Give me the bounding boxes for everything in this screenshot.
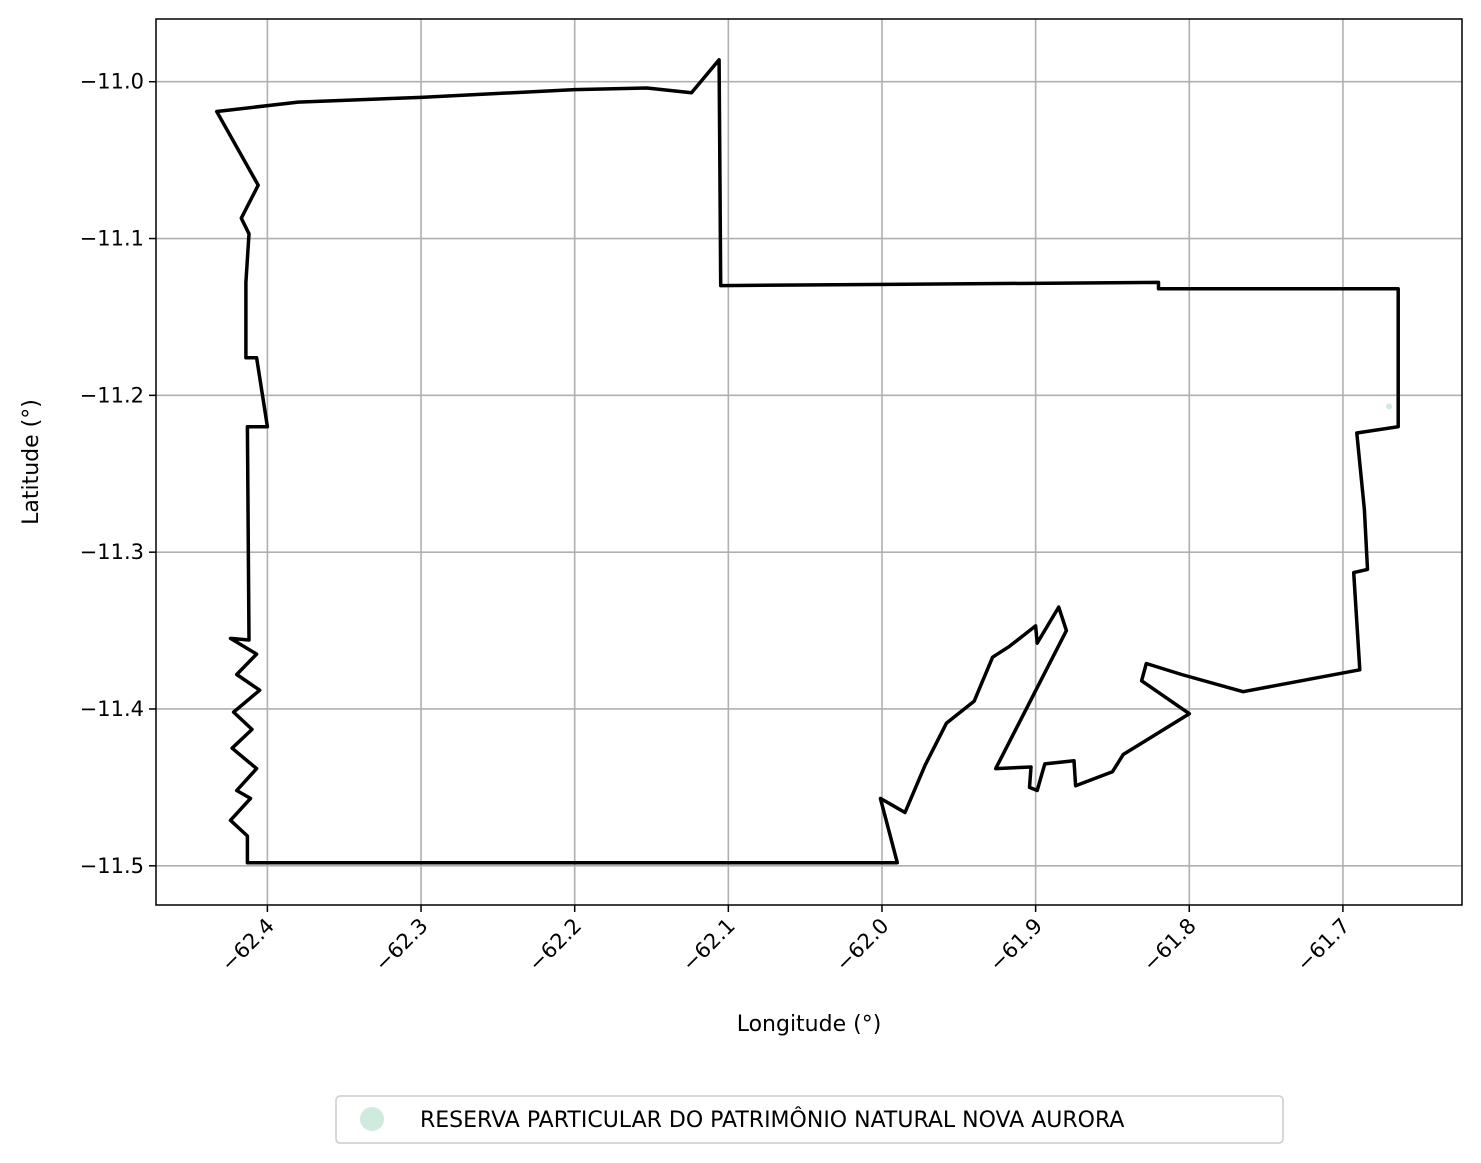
reserve-points [1386,403,1393,410]
grid-lines [156,19,1462,905]
y-tick-label: −11.2 [80,383,144,407]
y-axis-label: Latitude (°) [19,399,44,525]
plot-frame [155,18,1463,906]
legend-box [335,1095,1284,1144]
y-tick-label: −11.3 [80,540,144,564]
x-axis-label: Longitude (°) [737,1012,882,1037]
boundary-outline [214,58,1400,865]
legend-label: RESERVA PARTICULAR DO PATRIMÔNIO NATURAL… [420,1107,1124,1133]
y-tick-label: −11.5 [80,854,144,878]
legend-marker [360,1107,384,1131]
legend: RESERVA PARTICULAR DO PATRIMÔNIO NATURAL… [335,1095,1284,1144]
y-tick-label: −11.4 [80,697,144,721]
municipality-boundary [214,58,1400,865]
y-tick-label: −11.0 [80,70,144,94]
y-axis-ticks: −11.0 −11.1 −11.2 −11.3 −11.4 −11.5 [80,70,156,878]
reserve-point [1386,403,1393,410]
y-tick-label: −11.1 [80,227,144,251]
